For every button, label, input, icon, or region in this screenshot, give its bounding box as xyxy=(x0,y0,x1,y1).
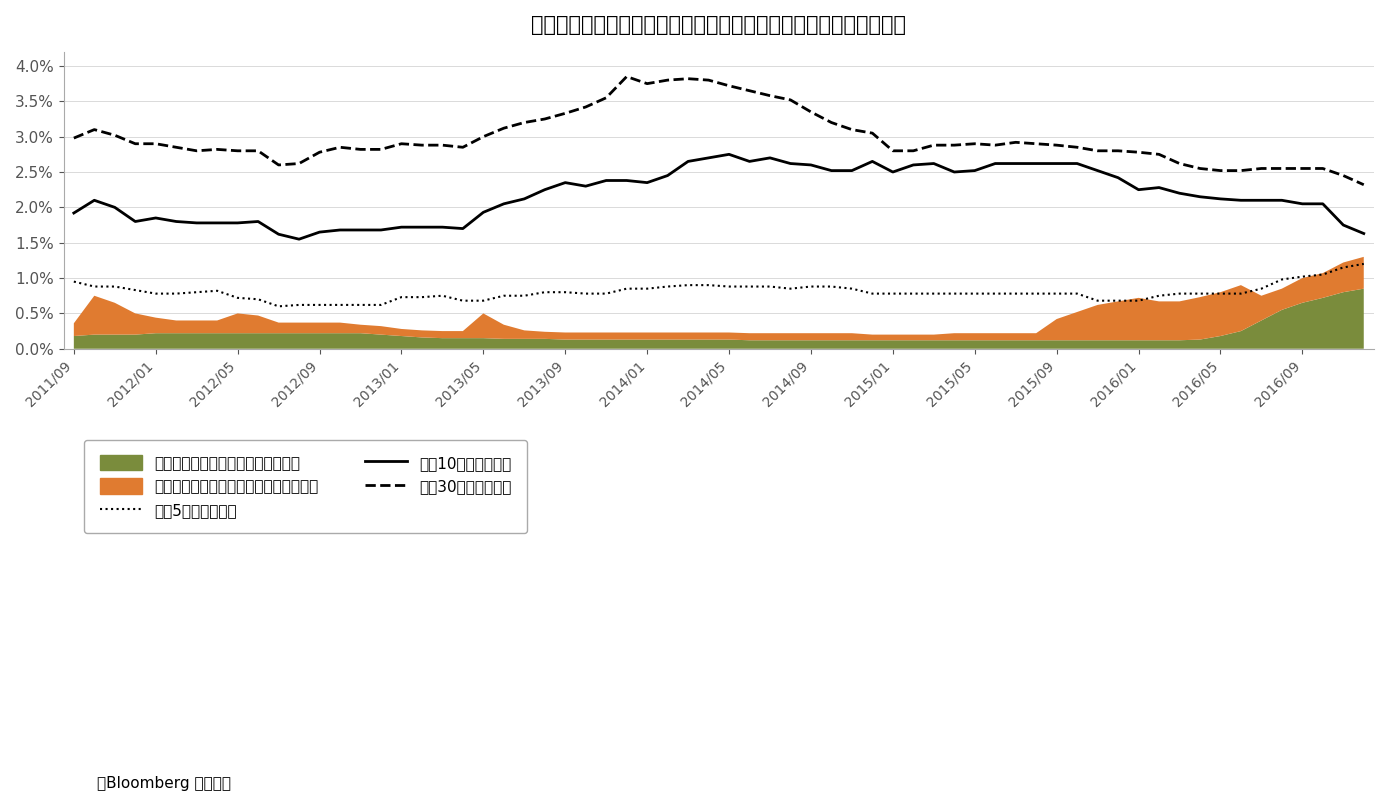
Title: 図表２：ヘッジコスト（年率換算）と米国債利回りの推移（月次）: 図表２：ヘッジコスト（年率換算）と米国債利回りの推移（月次） xyxy=(532,15,906,35)
Text: （Bloomberg データ）: （Bloomberg データ） xyxy=(97,776,231,791)
Legend: ヘッジコスト（内外金利差の要因）, ヘッジコスト（内外金利差以外の要因）, 米国5年国債利回り, 米国10年国債利回り, 米国30年国債利回り: ヘッジコスト（内外金利差の要因）, ヘッジコスト（内外金利差以外の要因）, 米国… xyxy=(85,439,528,533)
